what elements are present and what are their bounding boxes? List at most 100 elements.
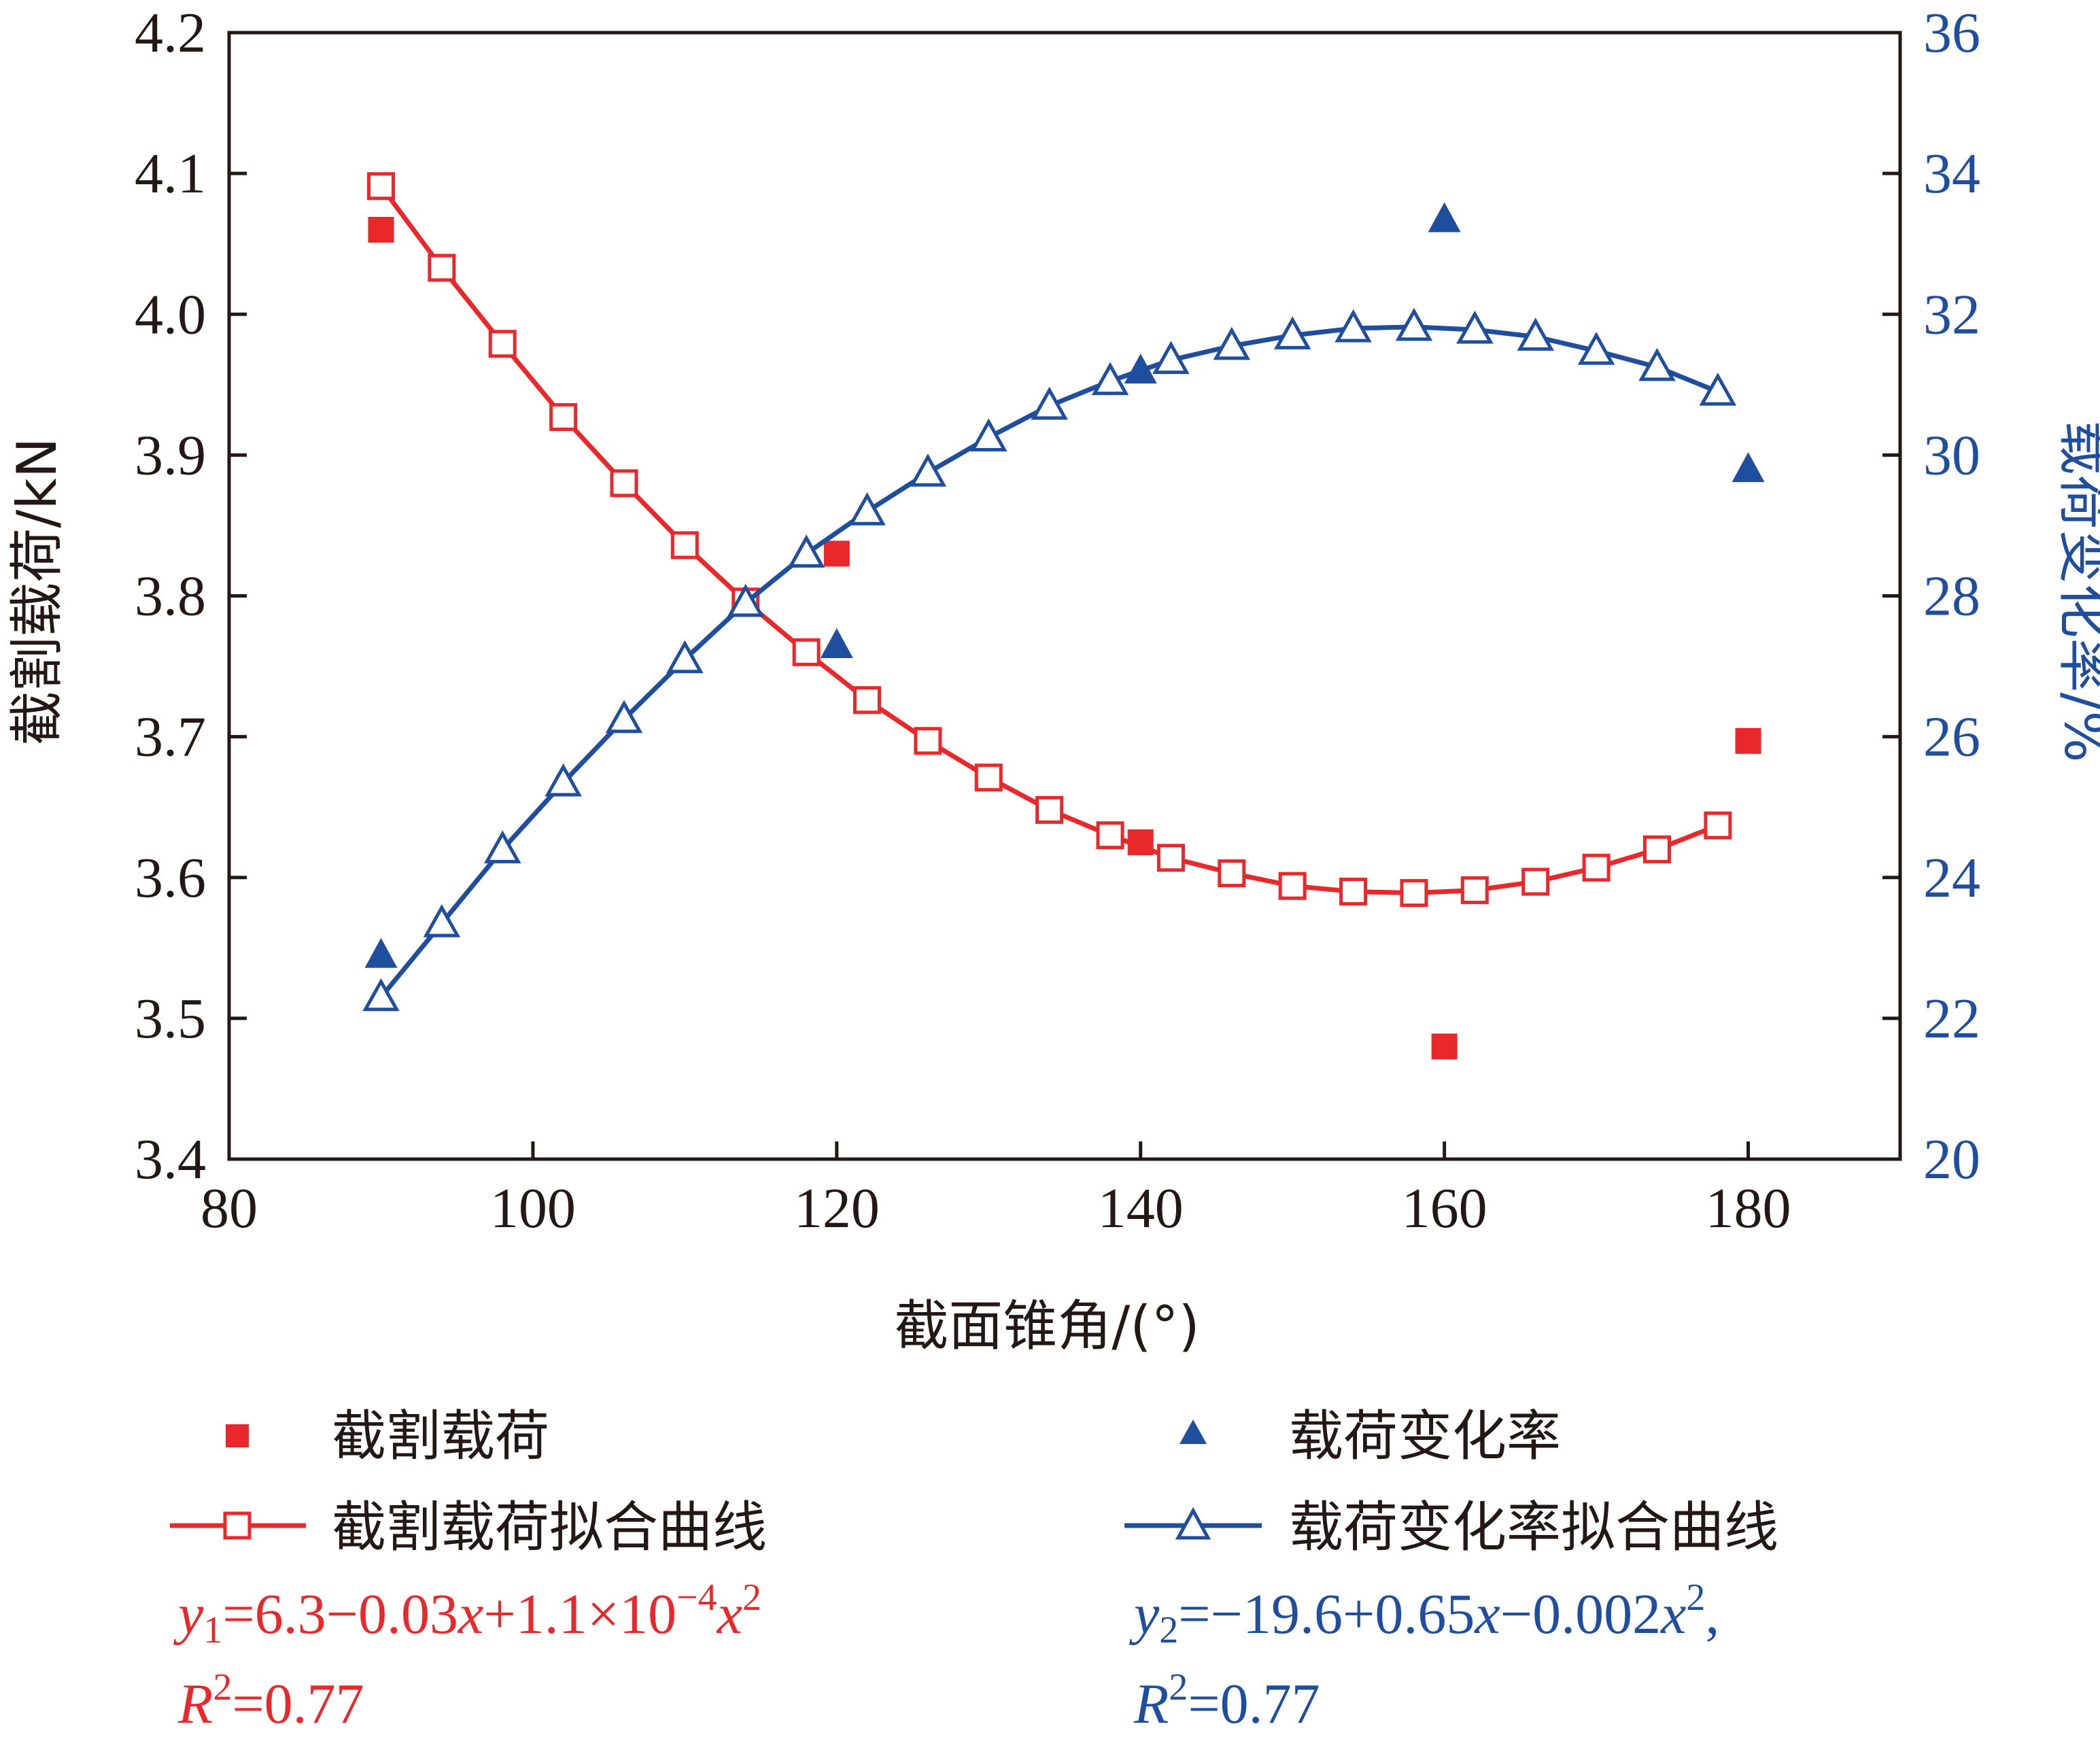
rate-line-point-11	[1031, 386, 1068, 420]
load-scatter-point-4	[1735, 727, 1761, 754]
legend-marker-load-change-rate	[1180, 1420, 1207, 1444]
rate-scatter-point-3	[1428, 202, 1461, 233]
legend-marker-load-change-rate-fit	[1175, 1507, 1211, 1540]
y2-axis-title: 载荷变化率/%	[2052, 421, 2100, 763]
legend-marker-cutting-load-fit	[223, 1511, 252, 1540]
load-line-point-14	[1218, 859, 1246, 888]
x-tick-label-140: 140	[1098, 1177, 1184, 1240]
rate-line-point-16	[1335, 309, 1372, 343]
load-line-point-21	[1642, 835, 1671, 863]
legend: 截割载荷 载荷变化率 截割载荷拟合曲线 载荷变化率拟合曲线	[170, 1405, 1778, 1559]
rate-line-point-0	[362, 978, 400, 1012]
x-axis-title: 截面锥角/(°)	[894, 1294, 1199, 1358]
rate-line-point-9	[909, 453, 947, 487]
load-line-point-8	[853, 686, 882, 715]
y-tick-label-3.6: 3.6	[135, 846, 206, 910]
y-tick-label-3.7: 3.7	[135, 706, 206, 769]
load-line-point-16	[1339, 877, 1368, 906]
y2-tick-label-30: 30	[1923, 424, 1980, 487]
y2-tick-label-22: 22	[1923, 987, 1980, 1050]
rate-line-point-1	[423, 904, 461, 938]
rate-line-point-10	[970, 418, 1008, 451]
load-line-point-0	[366, 172, 395, 201]
rate-line-point-12	[1091, 362, 1129, 396]
x-tick-label-100: 100	[490, 1177, 576, 1240]
y2-tick-label-36: 36	[1923, 1, 1980, 65]
legend-marker-cutting-load	[226, 1424, 249, 1447]
load-line-curve	[379, 184, 1719, 896]
y2-tick-label-26: 26	[1923, 706, 1980, 769]
load-line-point-2	[488, 330, 517, 358]
y2-tick-label-28: 28	[1923, 565, 1980, 628]
load-line-point-18	[1460, 876, 1489, 904]
x-tick-label-80: 80	[201, 1177, 258, 1240]
legend-label-load-change-rate-fit: 载荷变化率拟合曲线	[1289, 1496, 1778, 1559]
load-line-point-4	[610, 469, 638, 498]
legend-label-cutting-load: 截割载荷	[332, 1405, 549, 1468]
load-scatter-point-1	[823, 540, 850, 567]
load-scatter-point-3	[1431, 1033, 1458, 1060]
rate-line-point-15	[1273, 316, 1311, 349]
load-line-point-5	[670, 531, 699, 560]
y2-tick-label-32: 32	[1923, 283, 1980, 346]
rate-line-point-22	[1699, 373, 1737, 406]
x-tick-label-160: 160	[1402, 1177, 1487, 1240]
y2-tick-label-20: 20	[1923, 1128, 1980, 1191]
load-line-point-20	[1582, 853, 1611, 882]
equation-1-line-2: R2=0.77	[177, 1666, 364, 1736]
rate-line-point-13	[1152, 341, 1190, 375]
y-tick-label-4.0: 4.0	[135, 283, 206, 346]
load-scatter-point-0	[368, 216, 394, 243]
rate-line-point-19	[1517, 317, 1554, 351]
rate-line-point-2	[483, 830, 521, 863]
plot-layer: 80 100 120 140 160 180 3.4 3.5 3.6 3.7 3.8 3.9 4.0 4.…	[135, 1, 1980, 1240]
load-line-point-1	[428, 254, 456, 282]
rate-line-point-6	[727, 583, 765, 617]
legend-label-cutting-load-fit: 截割载荷拟合曲线	[332, 1496, 767, 1559]
load-line-point-15	[1278, 872, 1307, 900]
rate-scatter-point-4	[1732, 452, 1765, 483]
load-line-point-11	[1035, 795, 1064, 824]
equation-2-line-1: y2=−19.6+0.65x−0.002x2,	[1129, 1577, 1719, 1651]
rate-scatter-point-0	[364, 938, 398, 968]
load-line-point-19	[1521, 867, 1550, 896]
y2-tick-label-24: 24	[1923, 846, 1980, 910]
load-line-point-22	[1704, 811, 1732, 840]
x-tick-label-120: 120	[794, 1177, 880, 1240]
plot-frame	[227, 31, 1902, 1161]
rate-line-point-5	[666, 640, 704, 674]
rate-line-point-21	[1638, 347, 1676, 381]
load-line-point-9	[914, 727, 942, 755]
x-tick-label-180: 180	[1706, 1177, 1791, 1240]
equation-1: y1=6.3−0.03x+1.1×10−4x2 R2=0.77	[173, 1577, 761, 1736]
y-tick-label-4.1: 4.1	[135, 142, 206, 205]
load-line-point-10	[974, 763, 1003, 792]
rate-line-point-18	[1456, 310, 1494, 344]
rate-line-curve	[379, 324, 1719, 999]
rate-line-point-17	[1395, 307, 1433, 341]
y-tick-label-4.2: 4.2	[135, 1, 206, 65]
rate-line-point-7	[787, 534, 825, 568]
rate-line-point-14	[1213, 326, 1251, 360]
equation-2-line-2: R2=0.77	[1133, 1666, 1320, 1736]
load-line-point-3	[549, 402, 578, 431]
equation-2: y2=−19.6+0.65x−0.002x2, R2=0.77	[1129, 1577, 1719, 1736]
load-line-point-7	[792, 638, 821, 666]
rate-line-point-3	[545, 763, 582, 797]
rate-line-point-8	[848, 492, 886, 526]
y2-tick-label-34: 34	[1923, 142, 1980, 205]
equation-1-line-1: y1=6.3−0.03x+1.1×10−4x2	[173, 1577, 761, 1651]
y-axis-title: 截割载荷/kN	[5, 437, 69, 745]
rate-line-point-20	[1577, 331, 1615, 365]
load-line-point-12	[1096, 821, 1124, 850]
y-tick-label-3.8: 3.8	[135, 565, 206, 628]
rate-line-point-4	[605, 700, 643, 734]
load-line-point-13	[1156, 844, 1185, 872]
rate-scatter-point-1	[820, 627, 853, 658]
y-tick-label-3.5: 3.5	[135, 987, 206, 1050]
legend-label-load-change-rate: 载荷变化率	[1289, 1405, 1561, 1468]
y-tick-label-3.4: 3.4	[135, 1128, 206, 1191]
load-line-point-17	[1400, 879, 1428, 908]
y-tick-label-3.9: 3.9	[135, 424, 206, 487]
